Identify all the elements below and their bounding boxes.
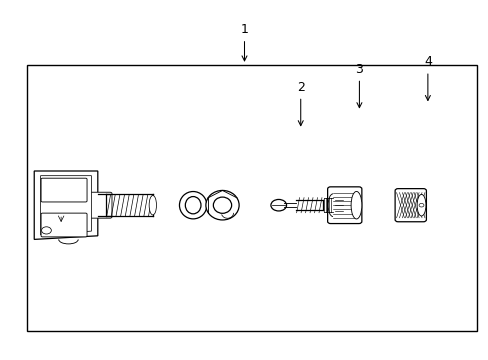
Text: 2: 2 — [296, 81, 304, 126]
Circle shape — [270, 199, 286, 211]
Ellipse shape — [149, 195, 156, 215]
Ellipse shape — [185, 197, 201, 214]
Ellipse shape — [205, 190, 239, 220]
Circle shape — [41, 227, 51, 234]
Ellipse shape — [350, 192, 361, 219]
Polygon shape — [41, 176, 91, 235]
Text: 4: 4 — [423, 55, 431, 100]
Polygon shape — [34, 171, 98, 239]
Text: 3: 3 — [355, 63, 363, 108]
FancyBboxPatch shape — [41, 213, 87, 237]
FancyBboxPatch shape — [394, 189, 426, 222]
Ellipse shape — [179, 192, 206, 219]
Ellipse shape — [416, 194, 425, 216]
Bar — [27, 65, 476, 331]
FancyBboxPatch shape — [41, 178, 87, 202]
Circle shape — [418, 203, 423, 207]
Text: 1: 1 — [240, 23, 248, 61]
FancyBboxPatch shape — [88, 192, 112, 218]
Ellipse shape — [213, 197, 231, 213]
FancyBboxPatch shape — [327, 187, 361, 224]
